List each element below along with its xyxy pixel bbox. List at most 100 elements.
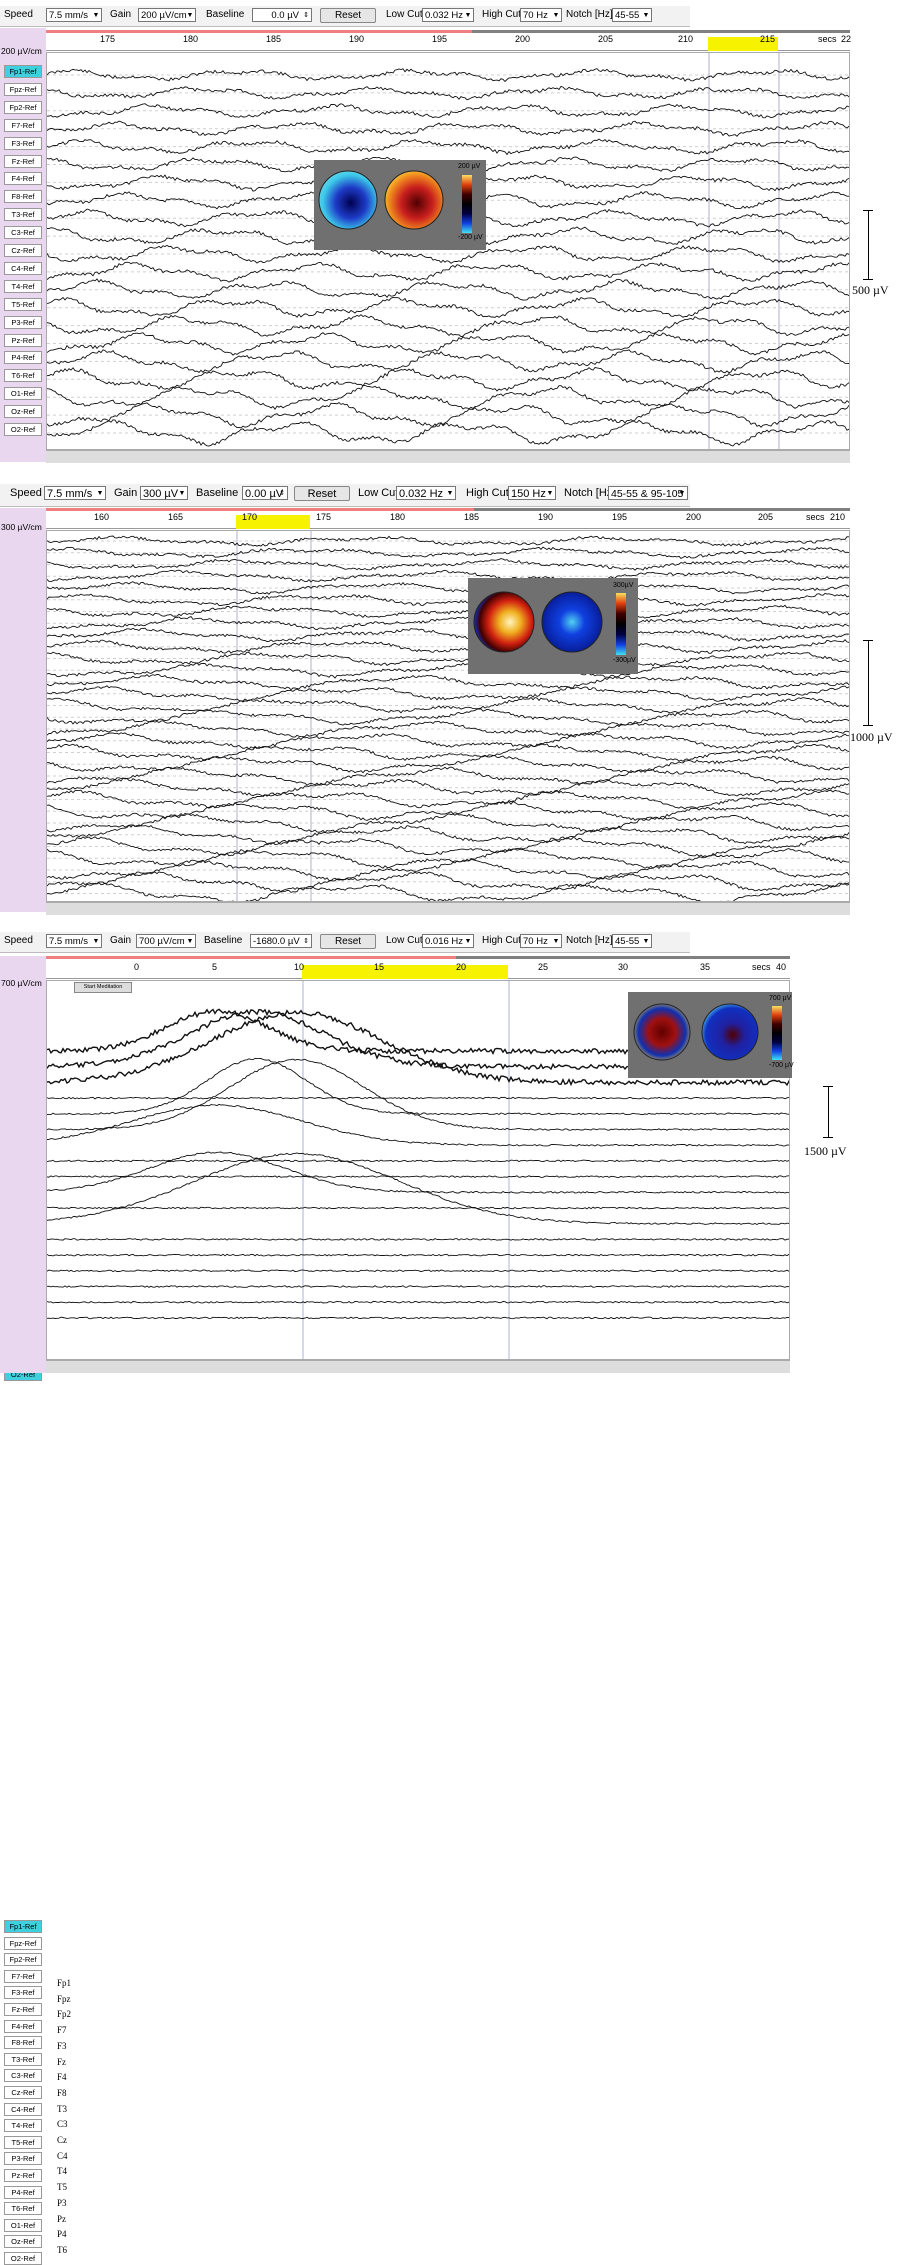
notch-value: 45-55 & 95-105: [611, 488, 684, 500]
channel-label[interactable]: C3-Ref: [4, 2069, 42, 2083]
topomaps: [473, 591, 603, 653]
channel-label[interactable]: Fpz-Ref: [4, 82, 42, 96]
gain-select[interactable]: 700 µV/cm ▼: [136, 934, 196, 948]
channel-label[interactable]: O2-Ref: [4, 2252, 42, 2265]
channel-label[interactable]: F4-Ref: [4, 172, 42, 186]
notch-select[interactable]: 45-55 ▼: [612, 934, 652, 948]
lowcut-select[interactable]: 0.032 Hz ▼: [396, 486, 456, 500]
channel-label[interactable]: Cz-Ref: [4, 2086, 42, 2099]
eeg-trace: [47, 1103, 789, 1147]
reset-button[interactable]: Reset: [294, 486, 350, 501]
channel-label[interactable]: P3-Ref: [4, 315, 42, 329]
channel-label[interactable]: Oz-Ref: [4, 2235, 42, 2249]
channel-label[interactable]: F7-Ref: [4, 118, 42, 132]
trace-label: F3: [57, 2040, 67, 2051]
baseline-input[interactable]: 0.0 µV ⇕: [252, 8, 312, 22]
eeg-trace: [47, 835, 849, 858]
channel-label[interactable]: T6-Ref: [4, 2202, 42, 2216]
channel-label[interactable]: F4-Ref: [4, 2019, 42, 2033]
highcut-select[interactable]: 70 Hz ▼: [520, 8, 562, 22]
eeg-trace: [47, 755, 849, 774]
channel-label[interactable]: T6-Ref: [4, 369, 42, 383]
horizontal-scrollbar[interactable]: [46, 1360, 790, 1373]
channel-label[interactable]: T5-Ref: [4, 297, 42, 311]
spinner-icon[interactable]: ⇕: [303, 12, 309, 19]
time-tick: 165: [168, 512, 184, 522]
time-tick: 195: [432, 34, 448, 44]
gain-select[interactable]: 200 µV/cm ▼: [138, 8, 196, 22]
gain-value: 700 µV/cm: [139, 936, 185, 947]
channel-label[interactable]: F7-Ref: [4, 1969, 42, 1983]
topomap-right: [541, 591, 603, 653]
eeg-plot[interactable]: [46, 52, 850, 450]
baseline-input[interactable]: -1680.0 µV ⇕: [250, 934, 312, 948]
channel-label[interactable]: Fp1-Ref: [4, 65, 42, 78]
channel-label[interactable]: T3-Ref: [4, 2052, 42, 2066]
channel-label[interactable]: T5-Ref: [4, 2135, 42, 2149]
time-tick: 180: [390, 512, 406, 522]
channel-label[interactable]: P4-Ref: [4, 351, 42, 365]
eeg-trace: [47, 1285, 789, 1288]
channel-label[interactable]: P3-Ref: [4, 2152, 42, 2166]
lowcut-select[interactable]: 0.032 Hz ▼: [422, 8, 474, 22]
highcut-value: 150 Hz: [511, 488, 546, 500]
reset-button[interactable]: Reset: [320, 934, 376, 949]
channel-label[interactable]: F3-Ref: [4, 1986, 42, 2000]
eeg-trace: [47, 662, 849, 679]
channel-label[interactable]: O2-Ref: [4, 423, 42, 436]
chevron-down-icon: ▼: [186, 938, 194, 945]
trace-label: Pz: [57, 2213, 66, 2224]
chevron-down-icon: ▼: [178, 490, 186, 497]
speed-select[interactable]: 7.5 mm/s ▼: [46, 934, 102, 948]
channel-label[interactable]: T4-Ref: [4, 2119, 42, 2133]
channel-label[interactable]: C4-Ref: [4, 261, 42, 275]
chevron-down-icon: ▼: [92, 12, 100, 19]
highcut-select[interactable]: 150 Hz ▼: [508, 486, 556, 500]
spinner-icon[interactable]: ⇕: [303, 938, 309, 945]
channel-label[interactable]: F8-Ref: [4, 190, 42, 204]
channel-label[interactable]: Fp2-Ref: [4, 100, 42, 114]
lowcut-value: 0.016 Hz: [425, 936, 464, 947]
channel-label[interactable]: O1-Ref: [4, 2218, 42, 2232]
spinner-icon[interactable]: ⇕: [279, 490, 285, 497]
channel-label[interactable]: Pz-Ref: [4, 2169, 42, 2182]
lowcut-select[interactable]: 0.016 Hz ▼: [422, 934, 474, 948]
channel-label[interactable]: Fz-Ref: [4, 2003, 42, 2016]
gain-select[interactable]: 300 µV ▼: [140, 486, 188, 500]
eeg-plot[interactable]: [46, 530, 850, 902]
gain-label: Gain: [110, 935, 132, 946]
eeg-trace: [47, 1009, 789, 1087]
colorbar-min-label: -700 µV: [769, 1062, 794, 1069]
channel-label[interactable]: C3-Ref: [4, 226, 42, 240]
channel-label[interactable]: F3-Ref: [4, 136, 42, 150]
channel-label[interactable]: Pz-Ref: [4, 333, 42, 347]
channel-label[interactable]: Fp2-Ref: [4, 1953, 42, 1967]
start-meditation-button[interactable]: Start Meditation: [74, 982, 132, 993]
channel-label[interactable]: T3-Ref: [4, 208, 42, 222]
channel-label[interactable]: F8-Ref: [4, 2036, 42, 2050]
channel-label[interactable]: Cz-Ref: [4, 244, 42, 257]
horizontal-scrollbar[interactable]: [46, 902, 850, 915]
horizontal-scrollbar[interactable]: [46, 450, 850, 463]
channel-label[interactable]: Oz-Ref: [4, 405, 42, 419]
speed-select[interactable]: 7.5 mm/s ▼: [46, 8, 102, 22]
time-tick: 15: [374, 962, 385, 972]
eeg-traces: [47, 531, 849, 901]
channel-label[interactable]: Fz-Ref: [4, 154, 42, 168]
speed-select[interactable]: 7.5 mm/s ▼: [44, 486, 106, 500]
channel-label[interactable]: T4-Ref: [4, 279, 42, 293]
channel-label[interactable]: Fp1-Ref: [4, 1920, 42, 1933]
time-tick: 190: [538, 512, 554, 522]
reset-button[interactable]: Reset: [320, 8, 376, 23]
eeg-trace: [47, 743, 849, 762]
channel-label[interactable]: C4-Ref: [4, 2102, 42, 2116]
channel-label[interactable]: P4-Ref: [4, 2185, 42, 2199]
baseline-input[interactable]: 0.00 µV ⇕: [242, 486, 288, 500]
progress-bar-remaining: [472, 30, 850, 33]
highcut-select[interactable]: 70 Hz ▼: [520, 934, 562, 948]
notch-select[interactable]: 45-55 ▼: [612, 8, 652, 22]
notch-select[interactable]: 45-55 & 95-105 ▼: [608, 486, 688, 500]
channel-label[interactable]: O1-Ref: [4, 387, 42, 401]
time-ruler: 160 165 170 175 180 185 190 195 200 205 …: [46, 512, 850, 529]
channel-label[interactable]: Fpz-Ref: [4, 1936, 42, 1950]
